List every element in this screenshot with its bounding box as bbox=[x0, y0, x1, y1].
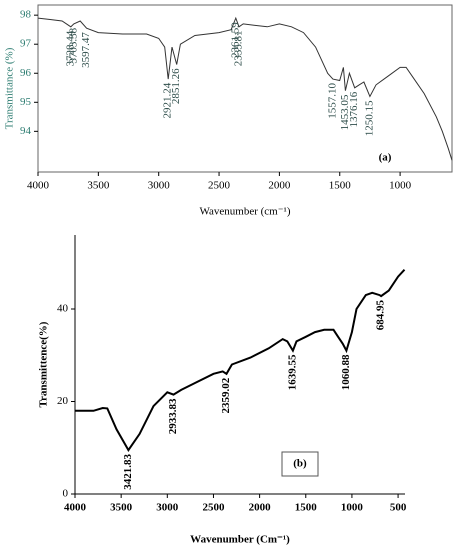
plot-frame bbox=[37, 4, 453, 173]
x-tick-label: 3500 bbox=[110, 502, 133, 514]
peak-label: 3597.47 bbox=[80, 32, 92, 68]
peak-label: 684.95 bbox=[375, 299, 387, 330]
y-tick-label: 97 bbox=[20, 38, 32, 50]
peak-label: 3421.83 bbox=[122, 453, 134, 489]
peak-label: 1250.15 bbox=[363, 100, 375, 136]
panel-label: (b) bbox=[293, 458, 307, 470]
peak-label: 1639.55 bbox=[286, 354, 298, 390]
y-tick-label: 40 bbox=[57, 303, 69, 315]
x-tick-label: 4000 bbox=[64, 502, 87, 514]
x-tick-label: 1500 bbox=[295, 502, 318, 514]
x-tick-label: 3000 bbox=[148, 180, 171, 192]
panel-label: (a) bbox=[379, 152, 392, 164]
x-tick-label: 3000 bbox=[156, 502, 179, 514]
x-tick-label: 1000 bbox=[341, 502, 364, 514]
peak-label: 3703.38 bbox=[67, 27, 79, 63]
peak-label: 2361.59 bbox=[229, 22, 241, 58]
peak-label: 1453.05 bbox=[339, 94, 351, 130]
x-axis-label: Wavenumber (Cm⁻¹) bbox=[190, 534, 290, 546]
spectrum-line bbox=[37, 16, 453, 161]
x-tick-label: 500 bbox=[390, 502, 407, 514]
peak-label: 2335.81 bbox=[232, 31, 244, 67]
peak-label: 2921.24 bbox=[162, 82, 174, 118]
peak-label: 2851.26 bbox=[170, 68, 182, 104]
spectrum-line bbox=[75, 269, 406, 452]
x-tick-label: 2000 bbox=[268, 180, 291, 192]
x-tick-label: 2500 bbox=[202, 502, 225, 514]
y-tick-label: 95 bbox=[20, 96, 32, 108]
x-tick-label: 3500 bbox=[87, 180, 110, 192]
y-tick-label: 94 bbox=[20, 125, 32, 137]
x-tick-label: 1500 bbox=[329, 180, 352, 192]
y-tick-label: 0 bbox=[63, 488, 69, 500]
peak-label: 1557.10 bbox=[326, 83, 338, 119]
x-tick-label: 2000 bbox=[249, 502, 272, 514]
x-tick-label: 1000 bbox=[389, 180, 412, 192]
y-tick-label: 20 bbox=[57, 395, 69, 407]
x-axis-label: Wavenumber (cm⁻¹) bbox=[200, 206, 291, 218]
y-axis-label: Transmittance (%) bbox=[4, 47, 16, 129]
peak-label: 1376.16 bbox=[348, 91, 360, 127]
label-box bbox=[281, 451, 319, 477]
peak-label: 3728.44 bbox=[64, 30, 76, 66]
peak-label: 1060.88 bbox=[340, 354, 352, 390]
peak-label: 2933.83 bbox=[167, 398, 179, 434]
x-tick-label: 2500 bbox=[208, 180, 231, 192]
y-axis-label: Transmittence(%) bbox=[38, 321, 50, 407]
y-tick-label: 96 bbox=[20, 67, 32, 79]
y-tick-label: 98 bbox=[20, 9, 32, 21]
peak-label: 2359.02 bbox=[220, 377, 232, 413]
x-tick-label: 4000 bbox=[27, 180, 50, 192]
